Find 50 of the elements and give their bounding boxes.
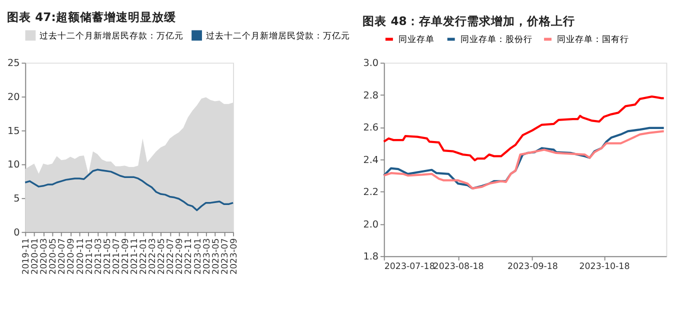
y-tick-label: 2.6 [363, 122, 379, 134]
y-tick-label: 15 [8, 126, 20, 137]
line-series [382, 95, 665, 162]
y-tick-label: 5 [14, 193, 20, 204]
x-tick-label: 2023-09 [229, 238, 240, 275]
chart-title: 图表 47:超额储蓄增速明显放缓 [7, 10, 177, 24]
x-tick-label: 2022-01 [139, 238, 150, 275]
line-series [24, 168, 234, 212]
x-tick-label: 2019-11 [22, 238, 32, 275]
x-tick-label: 2021-11 [130, 238, 140, 275]
y-tick-label: 2.2 [363, 187, 379, 198]
x-tick-label: 2020-09 [66, 238, 77, 275]
y-tick-label: 2.4 [363, 154, 379, 166]
x-tick-label: 2020-01 [30, 238, 41, 275]
x-tick-label: 2020-07 [58, 238, 68, 275]
x-tick-label: 2021-01 [84, 238, 95, 275]
x-tick-label: 2020-03 [40, 238, 50, 275]
x-tick-label: 2022-11 [184, 238, 194, 275]
x-tick-label: 2023-09-18 [507, 262, 558, 272]
chart-title: 图表 48：存单发行需求增加，价格上行 [362, 14, 575, 28]
x-tick-label: 2021-03 [94, 238, 104, 275]
x-tick-label: 2021-09 [120, 238, 131, 275]
y-tick-label: 3.0 [363, 58, 379, 70]
y-tick-label: 0 [14, 227, 20, 238]
x-tick-label: 2023-05 [211, 238, 222, 275]
y-tick-label: 25 [8, 58, 20, 70]
x-tick-label: 2023-01 [193, 238, 204, 275]
x-tick-label: 2022-03 [148, 238, 158, 275]
x-tick-label: 2021-05 [102, 238, 113, 275]
x-tick-label: 2023-07-18 [384, 262, 435, 272]
y-tick-label: 10 [8, 160, 20, 171]
x-tick-label: 2023-03 [202, 238, 212, 275]
y-tick-label: 2.0 [363, 219, 379, 230]
x-tick-label: 2020-05 [48, 238, 59, 275]
x-tick-label: 2021-07 [112, 238, 122, 275]
x-tick-label: 2020-11 [76, 238, 86, 275]
legend-label: 同业存单 [398, 34, 434, 46]
x-tick-label: 2022-09 [175, 238, 186, 275]
x-tick-label: 2022-07 [166, 238, 176, 275]
y-tick-label: 1.8 [363, 251, 379, 262]
legend-label: 同业存单：国有行 [556, 34, 629, 46]
x-tick-label: 2023-10-18 [579, 262, 630, 272]
y-tick-label: 2.8 [363, 90, 379, 102]
legend-label: 过去十二个月新增居民贷款：万亿元 [206, 30, 350, 42]
x-tick-label: 2023-08-18 [433, 262, 484, 272]
x-tick-label: 2022-05 [157, 238, 168, 275]
y-tick-label: 20 [8, 92, 20, 103]
legend-label: 过去十二个月新增居民存款：万亿元 [40, 30, 184, 42]
legend-label: 同业存单：股份行 [460, 34, 532, 46]
x-tick-label: 2023-07 [220, 238, 230, 275]
